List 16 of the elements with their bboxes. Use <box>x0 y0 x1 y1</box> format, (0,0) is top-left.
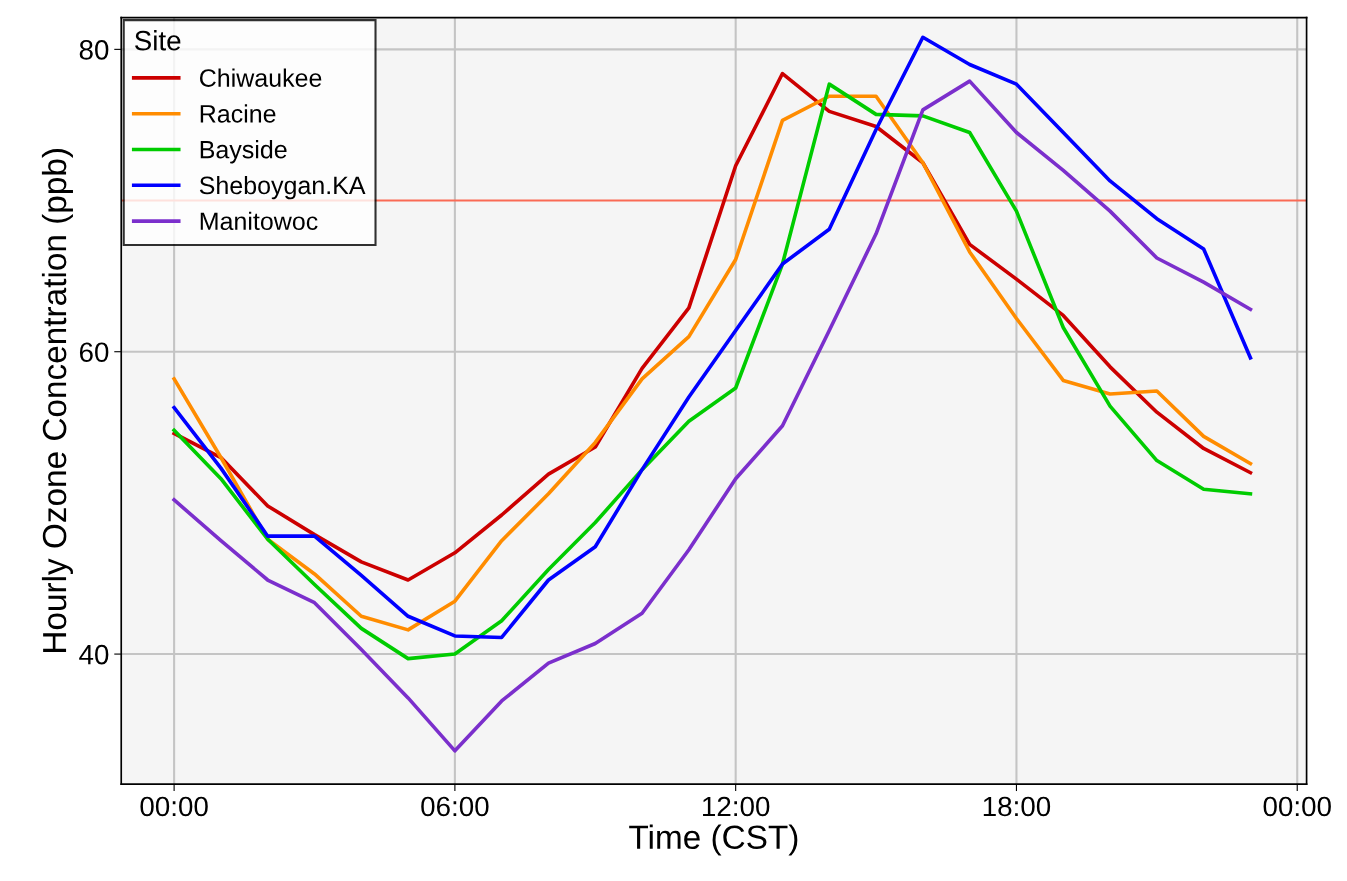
y-axis-title: Hourly Ozone Concentration (ppb) <box>41 149 73 652</box>
legend-label: Chiwaukee <box>200 68 322 87</box>
x-tick-label: 18:00 <box>983 796 1051 817</box>
legend-label: Manitowoc <box>200 211 318 231</box>
legend-label: Bayside <box>200 140 287 164</box>
x-axis-title: Time (CST) <box>629 824 798 856</box>
y-tick-label: 40 <box>79 644 109 665</box>
y-tick-label: 80 <box>79 40 109 60</box>
legend-label: Sheboygan.KA <box>199 175 366 200</box>
y-tick-label: 60 <box>79 342 109 363</box>
x-tick-label: 00:00 <box>1263 796 1331 817</box>
legend-title: Site <box>134 30 181 51</box>
legend-label: Racine <box>200 104 276 123</box>
x-tick-label: 06:00 <box>421 796 489 817</box>
x-tick-label: 00:00 <box>140 796 208 817</box>
x-tick-label: 12:00 <box>703 796 770 817</box>
